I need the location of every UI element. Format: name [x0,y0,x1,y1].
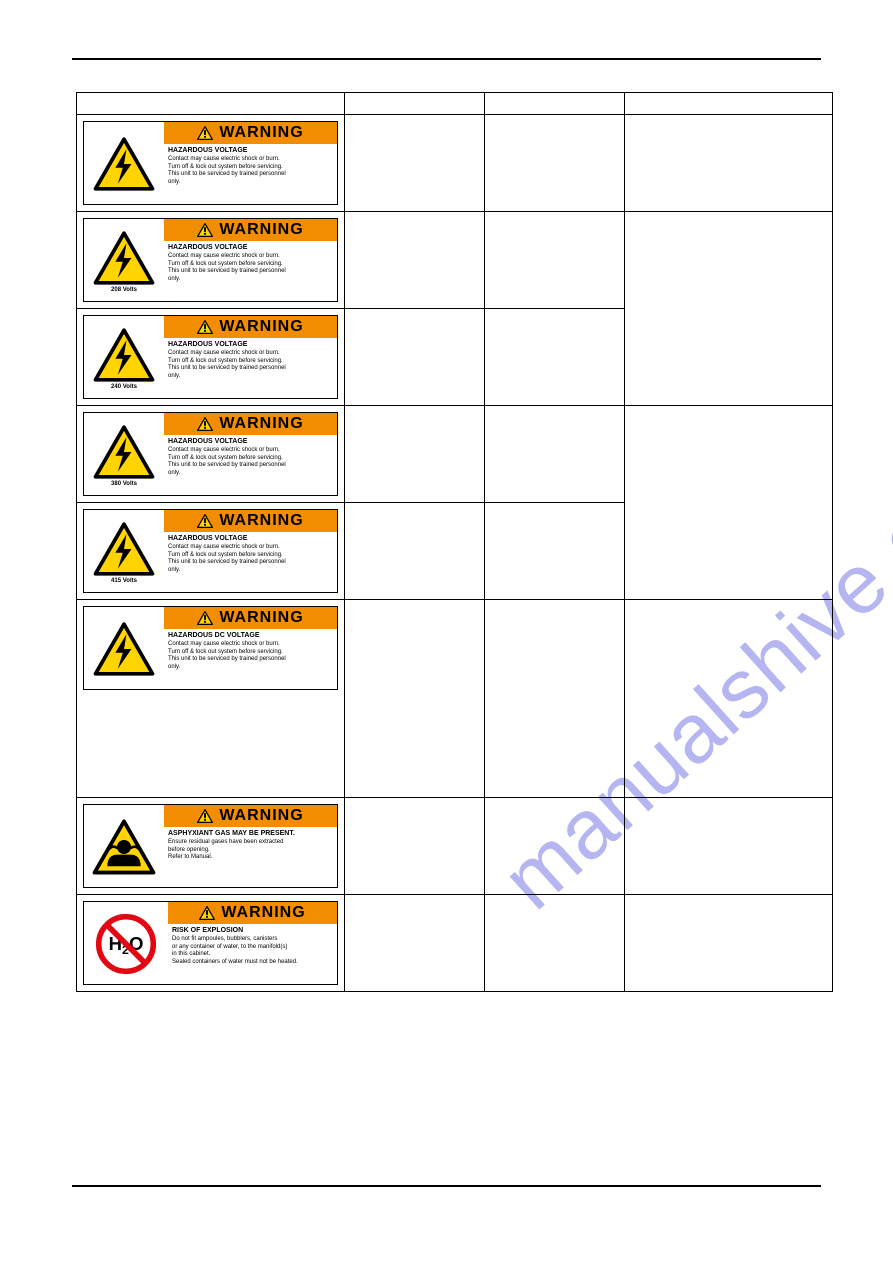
warning-lines: Ensure residual gases have been extracte… [168,839,333,862]
label-icon [84,122,164,204]
table-row: 380 Volts WARNING HAZARDOUS VOLTAGE Cont… [77,406,833,503]
warning-heading: HAZARDOUS VOLTAGE [168,147,333,154]
warning-bar: WARNING [164,805,337,827]
warning-heading: HAZARDOUS VOLTAGE [168,438,333,445]
warning-label-hv: WARNING HAZARDOUS VOLTAGE Contact may ca… [83,121,338,205]
warning-word: WARNING [219,609,303,627]
label-icon: 415 Volts [84,510,164,592]
warning-word: WARNING [219,124,303,142]
label-icon [84,902,168,984]
warning-bar: WARNING [164,316,337,338]
label-icon: 380 Volts [84,413,164,495]
warning-word: WARNING [219,415,303,433]
warning-lines: Contact may cause electric shock or burn… [168,253,333,283]
warning-label-h2o: WARNING RISK OF EXPLOSION Do not fit amp… [83,901,338,985]
label-text: WARNING HAZARDOUS VOLTAGE Contact may ca… [164,219,337,301]
warning-bar: WARNING [164,122,337,144]
warning-word: WARNING [219,512,303,530]
warning-label-hv_dc: WARNING HAZARDOUS DC VOLTAGE Contact may… [83,606,338,690]
warning-body: ASPHYXIANT GAS MAY BE PRESENT. Ensure re… [164,827,337,864]
warning-heading: HAZARDOUS VOLTAGE [168,244,333,251]
table-row: WARNING RISK OF EXPLOSION Do not fit amp… [77,895,833,992]
warning-word: WARNING [221,904,305,922]
warning-bar: WARNING [164,413,337,435]
warning-body: HAZARDOUS VOLTAGE Contact may cause elec… [164,435,337,479]
warning-heading: HAZARDOUS VOLTAGE [168,535,333,542]
warning-lines: Contact may cause electric shock or burn… [168,447,333,477]
table-header-row [77,93,833,115]
table-row: 208 Volts WARNING HAZARDOUS VOLTAGE Cont… [77,212,833,309]
table-row: WARNING ASPHYXIANT GAS MAY BE PRESENT. E… [77,798,833,895]
warning-lines: Contact may cause electric shock or burn… [168,350,333,380]
content: WARNING HAZARDOUS VOLTAGE Contact may ca… [76,92,833,992]
warning-bar: WARNING [164,219,337,241]
label-icon: 208 Volts [84,219,164,301]
label-icon [84,805,164,887]
label-text: WARNING ASPHYXIANT GAS MAY BE PRESENT. E… [164,805,337,887]
label-text: WARNING HAZARDOUS VOLTAGE Contact may ca… [164,510,337,592]
warning-heading: ASPHYXIANT GAS MAY BE PRESENT. [168,830,333,837]
warning-label-asphyx: WARNING ASPHYXIANT GAS MAY BE PRESENT. E… [83,804,338,888]
warning-body: RISK OF EXPLOSION Do not fit ampoules, b… [168,924,337,968]
voltage-tag: 208 Volts [111,287,137,293]
label-icon: 240 Volts [84,316,164,398]
voltage-tag: 380 Volts [111,481,137,487]
warning-word: WARNING [219,318,303,336]
warning-heading: HAZARDOUS DC VOLTAGE [168,632,333,639]
warning-label-hv_415: 415 Volts WARNING HAZARDOUS VOLTAGE Cont… [83,509,338,593]
warning-lines: Contact may cause electric shock or burn… [168,544,333,574]
label-text: WARNING HAZARDOUS VOLTAGE Contact may ca… [164,122,337,204]
warning-bar: WARNING [168,902,337,924]
warning-lines: Do not fit ampoules, bubblers, canisters… [172,936,333,966]
warning-body: HAZARDOUS VOLTAGE Contact may cause elec… [164,532,337,576]
warning-body: HAZARDOUS VOLTAGE Contact may cause elec… [164,338,337,382]
label-icon [84,607,164,689]
label-text: WARNING RISK OF EXPLOSION Do not fit amp… [168,902,337,984]
warning-bar: WARNING [164,607,337,629]
table-row: WARNING HAZARDOUS DC VOLTAGE Contact may… [77,600,833,798]
page-rule-bottom [72,1185,821,1187]
warning-heading: RISK OF EXPLOSION [172,927,333,934]
table-row: WARNING HAZARDOUS VOLTAGE Contact may ca… [77,115,833,212]
voltage-tag: 240 Volts [111,384,137,390]
warning-body: HAZARDOUS VOLTAGE Contact may cause elec… [164,241,337,285]
warning-word: WARNING [219,807,303,825]
warning-body: HAZARDOUS DC VOLTAGE Contact may cause e… [164,629,337,673]
label-text: WARNING HAZARDOUS VOLTAGE Contact may ca… [164,413,337,495]
warning-lines: Contact may cause electric shock or burn… [168,156,333,186]
warning-label-hv_380: 380 Volts WARNING HAZARDOUS VOLTAGE Cont… [83,412,338,496]
label-text: WARNING HAZARDOUS VOLTAGE Contact may ca… [164,316,337,398]
warning-bar: WARNING [164,510,337,532]
label-text: WARNING HAZARDOUS DC VOLTAGE Contact may… [164,607,337,689]
voltage-tag: 415 Volts [111,578,137,584]
warning-lines: Contact may cause electric shock or burn… [168,641,333,671]
warning-word: WARNING [219,221,303,239]
warning-label-hv_208: 208 Volts WARNING HAZARDOUS VOLTAGE Cont… [83,218,338,302]
labels-table: WARNING HAZARDOUS VOLTAGE Contact may ca… [76,92,833,992]
page-rule-top [72,58,821,60]
warning-body: HAZARDOUS VOLTAGE Contact may cause elec… [164,144,337,188]
warning-heading: HAZARDOUS VOLTAGE [168,341,333,348]
warning-label-hv_240: 240 Volts WARNING HAZARDOUS VOLTAGE Cont… [83,315,338,399]
